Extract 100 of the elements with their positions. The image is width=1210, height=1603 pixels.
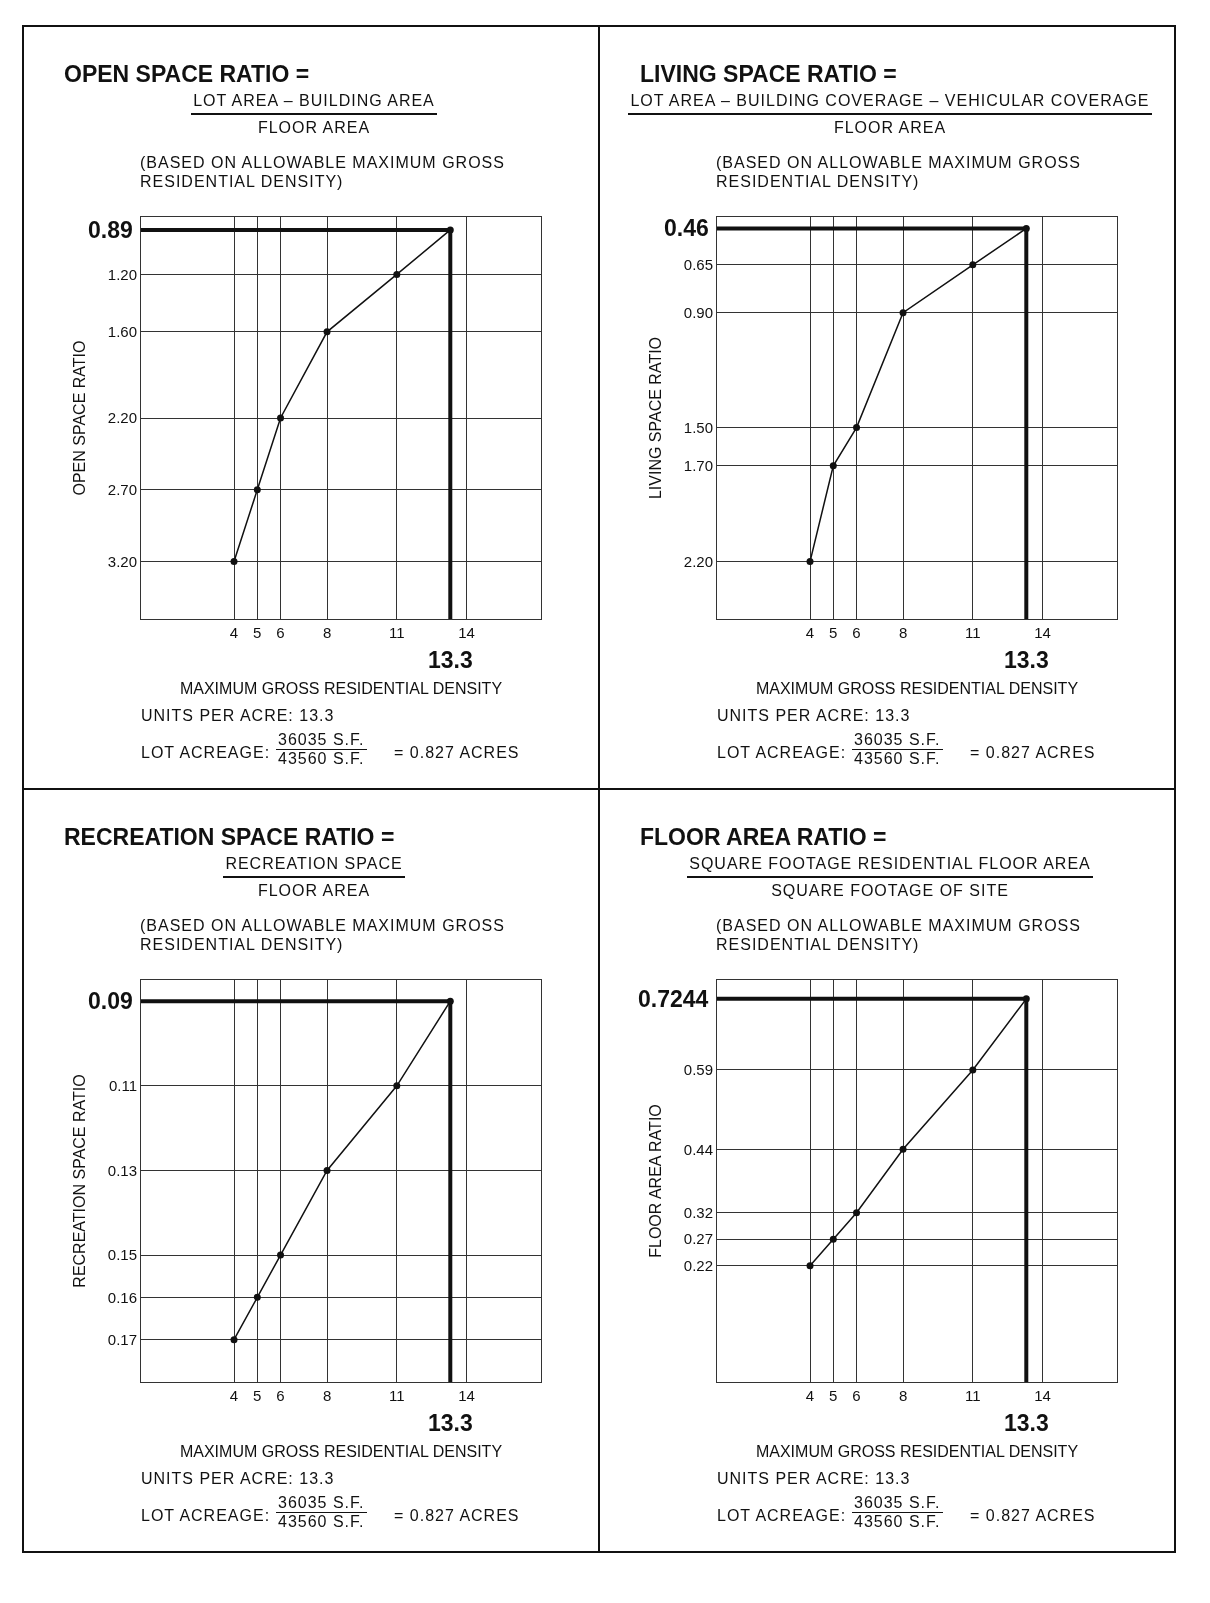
point bbox=[253, 486, 261, 494]
y-tick-label: 0.22 bbox=[683, 1256, 713, 1274]
text: SQUARE FOOTAGE OF SITE bbox=[771, 881, 1009, 900]
text: 36035 S.F. bbox=[852, 731, 943, 750]
y-tick-label: 3.20 bbox=[107, 552, 137, 570]
text: (BASED ON ALLOWABLE MAXIMUM GROSS RESIDENTIAL DENSITY) bbox=[716, 916, 1082, 954]
text: 43560 S.F. bbox=[854, 750, 941, 768]
x-axis-title: MAXIMUM GROSS RESIDENTIAL DENSITY bbox=[179, 1442, 503, 1460]
text: LOT AREA – BUILDING AREA bbox=[191, 92, 437, 115]
text: LOT ACREAGE: bbox=[717, 1507, 847, 1525]
point bbox=[806, 558, 814, 566]
y-tick-label: 0.15 bbox=[107, 1246, 137, 1264]
x-tick-label: 5 bbox=[253, 1387, 262, 1404]
y-tick-label: 0.11 bbox=[108, 1077, 137, 1095]
text: FLOOR AREA bbox=[257, 118, 371, 137]
y-axis-title: RECREATION SPACE RATIO bbox=[70, 1074, 88, 1288]
y-axis-title: FLOOR AREA RATIO bbox=[646, 1104, 664, 1258]
y-tick-label: 1.20 bbox=[107, 265, 137, 283]
x-axis-title: MAXIMUM GROSS RESIDENTIAL DENSITY bbox=[755, 679, 1079, 697]
x-tick-label: 5 bbox=[253, 624, 262, 641]
x-tick-label: 5 bbox=[829, 624, 838, 641]
text: SQUARE FOOTAGE RESIDENTIAL FLOOR AREA bbox=[687, 855, 1093, 878]
x-tick-label: 4 bbox=[805, 1387, 815, 1404]
text: 36035 S.F. bbox=[276, 731, 367, 750]
point bbox=[393, 1082, 401, 1090]
y-tick-label: 1.50 bbox=[683, 418, 713, 436]
text: 43560 S.F. bbox=[278, 1513, 365, 1531]
x-axis-title: MAXIMUM GROSS RESIDENTIAL DENSITY bbox=[755, 1442, 1079, 1460]
text: 43560 S.F. bbox=[278, 750, 365, 768]
x-tick-label: 11 bbox=[965, 624, 981, 641]
y-tick-label: 1.70 bbox=[683, 457, 713, 475]
x-tick-label: 6 bbox=[852, 1387, 861, 1404]
x-tick-label: 14 bbox=[1034, 624, 1051, 641]
text: LOT ACREAGE: bbox=[141, 1507, 271, 1525]
ref-line-label: 13.3 bbox=[428, 647, 473, 673]
x-tick-label: 6 bbox=[276, 624, 285, 641]
text: (BASED ON ALLOWABLE MAXIMUM GROSS RESIDENTIAL DENSITY) bbox=[140, 153, 506, 191]
point bbox=[230, 558, 238, 566]
x-tick-label: 4 bbox=[229, 1387, 239, 1404]
ref-line-label: 0.09 bbox=[88, 988, 133, 1014]
text: = 0.827 ACRES bbox=[394, 744, 520, 762]
x-tick-label: 6 bbox=[276, 1387, 285, 1404]
y-tick-label: 0.44 bbox=[683, 1140, 713, 1158]
y-tick-label: 0.59 bbox=[683, 1061, 713, 1079]
y-tick-label: 2.20 bbox=[107, 409, 137, 427]
x-tick-label: 4 bbox=[229, 624, 239, 641]
text: UNITS PER ACRE: 13.3 bbox=[717, 1470, 911, 1488]
text: = 0.827 ACRES bbox=[394, 1507, 520, 1525]
point bbox=[969, 261, 977, 269]
y-tick-label: 0.32 bbox=[683, 1203, 713, 1221]
ref-line-label: 0.89 bbox=[88, 217, 133, 243]
point bbox=[277, 414, 285, 422]
point bbox=[829, 1235, 837, 1243]
point bbox=[323, 1166, 331, 1174]
text: LOT ACREAGE: bbox=[717, 744, 847, 762]
text: FLOOR AREA bbox=[833, 118, 947, 137]
x-tick-label: 8 bbox=[322, 624, 332, 641]
text: UNITS PER ACRE: 13.3 bbox=[141, 1470, 335, 1488]
y-tick-label: 0.16 bbox=[107, 1288, 137, 1306]
point bbox=[853, 1209, 861, 1217]
x-axis-title: MAXIMUM GROSS RESIDENTIAL DENSITY bbox=[179, 679, 503, 697]
text: UNITS PER ACRE: 13.3 bbox=[141, 707, 335, 725]
point bbox=[969, 1066, 977, 1074]
x-tick-label: 14 bbox=[1034, 1387, 1051, 1404]
x-tick-label: 8 bbox=[898, 624, 908, 641]
point bbox=[806, 1262, 814, 1270]
text: 36035 S.F. bbox=[276, 1494, 367, 1513]
point bbox=[393, 270, 401, 278]
point bbox=[899, 309, 907, 317]
y-tick-label: 0.65 bbox=[683, 256, 713, 274]
chart-title: OPEN SPACE RATIO = bbox=[64, 61, 310, 88]
x-tick-label: 14 bbox=[458, 624, 475, 641]
ref-line-label: 0.7244 bbox=[638, 986, 709, 1012]
x-tick-label: 11 bbox=[389, 624, 405, 641]
y-tick-label: 0.13 bbox=[107, 1161, 137, 1179]
x-tick-label: 6 bbox=[852, 624, 861, 641]
point bbox=[829, 462, 837, 470]
text: (BASED ON ALLOWABLE MAXIMUM GROSS RESIDENTIAL DENSITY) bbox=[140, 916, 506, 954]
text: FLOOR AREA bbox=[257, 881, 371, 900]
x-tick-label: 4 bbox=[805, 624, 815, 641]
point bbox=[230, 1336, 238, 1344]
y-tick-label: 1.60 bbox=[107, 323, 137, 341]
x-tick-label: 8 bbox=[322, 1387, 332, 1404]
point bbox=[899, 1145, 907, 1153]
text: 43560 S.F. bbox=[854, 1513, 941, 1531]
ref-line-label: 13.3 bbox=[428, 1410, 473, 1436]
point bbox=[853, 424, 861, 432]
ref-line-label: 13.3 bbox=[1004, 647, 1049, 673]
point bbox=[253, 1293, 261, 1301]
y-axis-title: LIVING SPACE RATIO bbox=[646, 336, 664, 500]
chart-title: RECREATION SPACE RATIO = bbox=[64, 824, 395, 851]
ref-line-label: 13.3 bbox=[1004, 1410, 1049, 1436]
chart-title: LIVING SPACE RATIO = bbox=[640, 61, 897, 88]
y-tick-label: 2.70 bbox=[107, 481, 137, 499]
point bbox=[277, 1251, 285, 1259]
x-tick-label: 14 bbox=[458, 1387, 475, 1404]
y-tick-label: 0.17 bbox=[107, 1330, 137, 1348]
y-tick-label: 0.90 bbox=[683, 303, 713, 321]
point bbox=[323, 328, 331, 336]
text: 36035 S.F. bbox=[852, 1494, 943, 1513]
